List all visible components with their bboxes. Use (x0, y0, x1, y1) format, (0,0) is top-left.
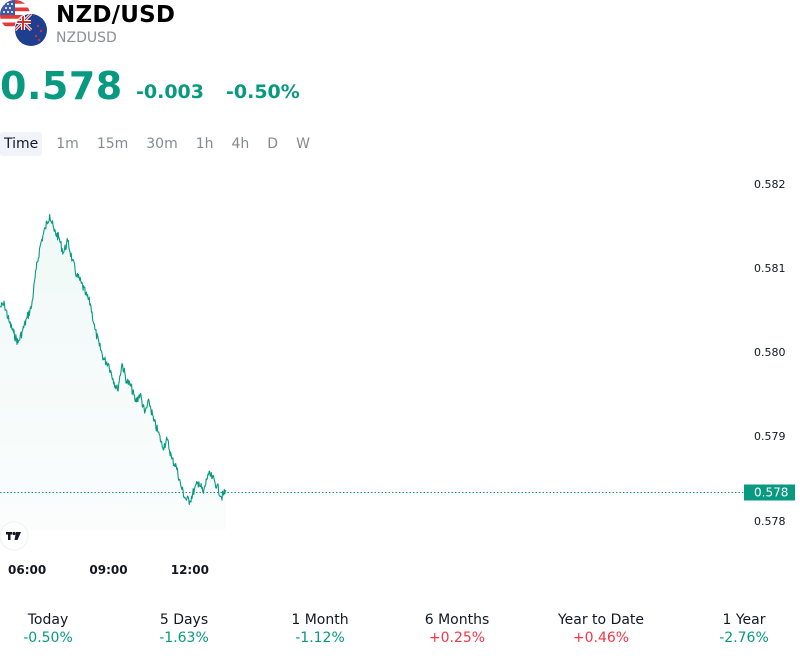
period-1-year[interactable]: 1 Year -2.76% (696, 611, 792, 647)
last-price-marker: 0.578 (744, 484, 795, 501)
tab-1h[interactable]: 1h (195, 136, 214, 152)
period-value: -1.63% (159, 630, 209, 646)
period-value: -1.12% (295, 630, 345, 646)
price-chart[interactable]: 0.582 0.581 0.580 0.579 0.578 06:00 09:00 12:0… (0, 160, 800, 580)
y-tick-label: 0.582 (754, 178, 786, 191)
period-year-to-date[interactable]: Year to Date +0.46% (546, 611, 656, 647)
y-tick-label: 0.579 (754, 430, 786, 443)
tab-time[interactable]: Time (0, 132, 43, 156)
pair-symbol: NZDUSD (56, 30, 117, 46)
tab-30m[interactable]: 30m (146, 136, 178, 152)
period-value: -2.76% (719, 630, 769, 646)
x-axis: 06:00 09:00 12:00 (8, 563, 209, 577)
period-label: Year to Date (557, 612, 645, 628)
last-price-label: 0.578 (754, 486, 788, 500)
tab-1m[interactable]: 1m (56, 136, 79, 152)
period-value: +0.46% (572, 630, 630, 646)
timeframe-tabs: Time 1m 15m 30m 1h 4h D W (0, 132, 324, 156)
period-value: -0.50% (23, 630, 73, 646)
y-tick-label: 0.580 (754, 346, 786, 359)
currency-flags (0, 0, 50, 48)
tab-d[interactable]: D (267, 136, 279, 152)
tab-4h[interactable]: 4h (231, 136, 250, 152)
period-label: Today (27, 612, 69, 628)
x-tick-label: 12:00 (171, 563, 209, 577)
nz-flag-icon (14, 13, 48, 47)
price-change-percent: -0.50% (226, 81, 300, 103)
tab-w[interactable]: W (296, 136, 310, 152)
period-label: 6 Months (424, 612, 490, 628)
price-area (0, 214, 226, 530)
last-price: 0.578 (0, 64, 123, 108)
period-5-days[interactable]: 5 Days -1.63% (136, 611, 232, 647)
tab-15m[interactable]: 15m (96, 136, 129, 152)
tradingview-logo-icon[interactable] (0, 521, 29, 551)
period-6-months[interactable]: 6 Months +0.25% (408, 611, 506, 647)
pair-title: NZD/USD (56, 2, 176, 28)
period-label: 1 Month (291, 612, 349, 628)
y-tick-label: 0.581 (754, 262, 786, 275)
x-tick-label: 09:00 (89, 563, 127, 577)
period-1-month[interactable]: 1 Month -1.12% (272, 611, 368, 647)
price-change: -0.003 (136, 81, 204, 103)
period-today[interactable]: Today -0.50% (0, 611, 96, 647)
period-label: 1 Year (722, 612, 766, 628)
y-tick-label: 0.578 (754, 515, 786, 528)
period-label: 5 Days (159, 612, 209, 628)
price-line (0, 213, 227, 505)
period-performance: Today -0.50% 5 Days -1.63% 1 Month -1.12… (0, 611, 800, 651)
period-value: +0.25% (428, 630, 486, 646)
x-tick-label: 06:00 (8, 563, 46, 577)
y-axis: 0.582 0.581 0.580 0.579 0.578 (754, 178, 786, 528)
